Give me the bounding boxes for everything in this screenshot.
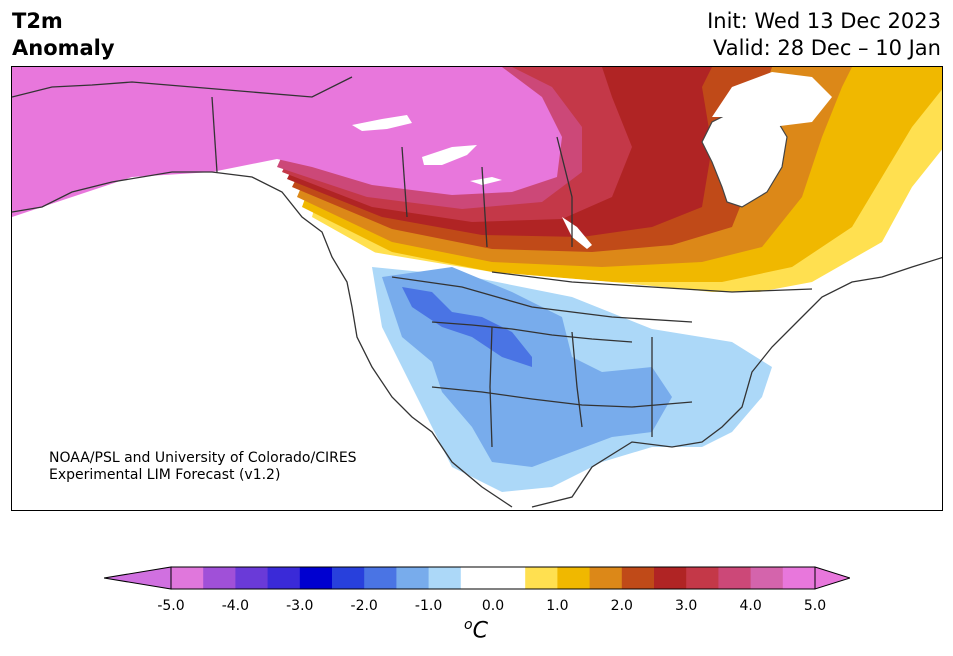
anomaly-label: Anomaly	[12, 36, 115, 60]
colorbar-swatch	[267, 567, 301, 589]
colorbar-tick-label: -2.0	[350, 598, 378, 614]
colorbar-swatch	[332, 567, 365, 589]
colorbar-swatch	[364, 567, 397, 589]
colorbar-tick-label: -5.0	[157, 598, 185, 614]
colorbar-swatch	[718, 567, 752, 589]
colorbar-swatch	[525, 567, 558, 589]
colorbar-swatch	[428, 567, 462, 589]
colorbar-tick-label: -4.0	[221, 598, 250, 614]
colorbar-under-arrow	[104, 566, 172, 590]
colorbar-over-arrow	[814, 566, 850, 590]
valid-range: Valid: 28 Dec – 10 Jan	[712, 36, 941, 60]
colorbar-tick-label: 5.0	[803, 598, 827, 614]
cold-band-blue	[402, 287, 532, 367]
colorbar-tick-label: 0.0	[481, 598, 505, 614]
colorbar-border	[170, 566, 816, 590]
map-canvas	[12, 67, 942, 510]
great-slave-lake	[422, 145, 477, 165]
init-date: Init: Wed 13 Dec 2023	[707, 9, 941, 33]
colorbar-tick-label: 2.0	[610, 598, 633, 614]
colorbar-swatch	[235, 567, 269, 589]
colorbar-swatch	[621, 567, 655, 589]
colorbar-tick-label: 3.0	[675, 598, 698, 614]
colorbar-tick-label: 4.0	[739, 598, 762, 614]
colorbar-tick-label: -3.0	[286, 598, 314, 614]
colorbar-swatch	[203, 567, 236, 589]
map-title: T2m Anomaly	[12, 8, 115, 62]
unit-label: oC	[464, 617, 488, 643]
colorbar-swatch	[686, 567, 719, 589]
colorbar-swatch	[299, 567, 333, 589]
date-info: Init: Wed 13 Dec 2023 Valid: 28 Dec – 10…	[707, 8, 941, 62]
credit-line-1: NOAA/PSL and University of Colorado/CIRE…	[49, 450, 357, 466]
warm-core-pink	[12, 67, 562, 217]
colorbar-swatch	[171, 567, 204, 589]
credit-note: NOAA/PSL and University of Colorado/CIRE…	[49, 450, 357, 484]
colorbar-tick-label: -1.0	[414, 598, 443, 614]
colorbar-swatch	[654, 567, 687, 589]
great-bear-lake	[352, 115, 412, 131]
colorbar-swatch	[493, 567, 526, 589]
colorbar-swatch	[396, 567, 430, 589]
colorbar-swatch	[557, 567, 591, 589]
unit-degree: o	[464, 617, 473, 633]
coastlines	[12, 76, 942, 508]
colorbar-swatch	[782, 567, 816, 589]
colorbar-tick-label: 1.0	[546, 598, 569, 614]
variable-label: T2m	[12, 9, 63, 33]
credit-line-2: Experimental LIM Forecast (v1.2)	[49, 467, 281, 483]
lake-athabasca	[470, 177, 502, 185]
baffin-region	[712, 72, 832, 127]
colorbar-swatch	[750, 567, 784, 589]
anomaly-map	[11, 66, 943, 511]
colorbar-swatch	[460, 567, 494, 589]
unit-celsius: C	[472, 618, 488, 644]
colorbar-swatch	[589, 567, 623, 589]
colorbar	[104, 566, 850, 590]
lake-winnipeg	[562, 217, 592, 249]
